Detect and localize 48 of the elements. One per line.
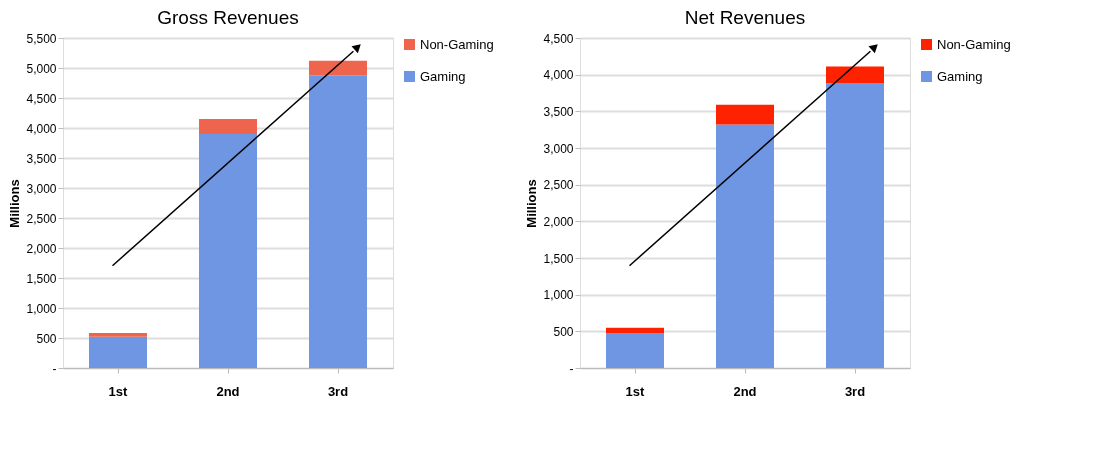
chart-title: Gross Revenues (157, 7, 299, 28)
y-tick-label: 2,000 (26, 241, 57, 256)
bar (826, 66, 884, 84)
bar (89, 336, 147, 368)
y-tick-label: 3,500 (26, 151, 57, 166)
y-tick-label: - (569, 361, 574, 376)
y-tick-label: - (52, 361, 57, 376)
bar (199, 134, 257, 368)
bar (716, 124, 774, 368)
legend-label: Gaming (420, 68, 466, 84)
y-tick-label: 4,500 (26, 91, 57, 106)
y-tick-label: 3,000 (26, 181, 57, 196)
y-tick-label: 1,000 (26, 301, 57, 316)
y-tick-label: 1,500 (543, 251, 574, 266)
y-tick-label: 5,000 (26, 61, 57, 76)
x-tick-label: 1st (625, 383, 646, 399)
y-tick-label: 2,000 (543, 214, 574, 229)
x-tick-label: 2nd (216, 383, 240, 399)
y-tick-label: 1,000 (543, 288, 574, 303)
y-tick-label: 5,500 (26, 31, 57, 46)
legend-label: Non-Gaming (420, 36, 494, 52)
bar (309, 75, 367, 368)
y-tick-label: 500 (553, 324, 574, 339)
y-tick-label: 4,000 (26, 121, 57, 136)
bar (716, 104, 774, 125)
legend-label: Non-Gaming (937, 36, 1011, 52)
x-tick-label: 2nd (733, 383, 757, 399)
y-tick-label: 2,500 (543, 178, 574, 193)
y-tick-label: 4,000 (543, 68, 574, 83)
y-tick-label: 3,000 (543, 141, 574, 156)
bar (199, 119, 257, 134)
x-tick-label: 3rd (327, 383, 349, 399)
bar (606, 333, 664, 368)
legend-label: Gaming (937, 68, 983, 84)
bar (309, 60, 367, 76)
y-tick-label: 2,500 (26, 211, 57, 226)
x-tick-label: 1st (108, 383, 129, 399)
y-axis-title: Millions (524, 179, 540, 228)
y-tick-label: 500 (36, 331, 57, 346)
x-tick-label: 3rd (844, 383, 866, 399)
bar (826, 83, 884, 368)
bar (89, 332, 147, 337)
bar (606, 327, 664, 334)
y-tick-label: 1,500 (26, 271, 57, 286)
y-tick-label: 3,500 (543, 104, 574, 119)
y-tick-label: 4,500 (543, 31, 574, 46)
chart-title: Net Revenues (684, 7, 806, 28)
y-axis-title: Millions (7, 179, 23, 228)
